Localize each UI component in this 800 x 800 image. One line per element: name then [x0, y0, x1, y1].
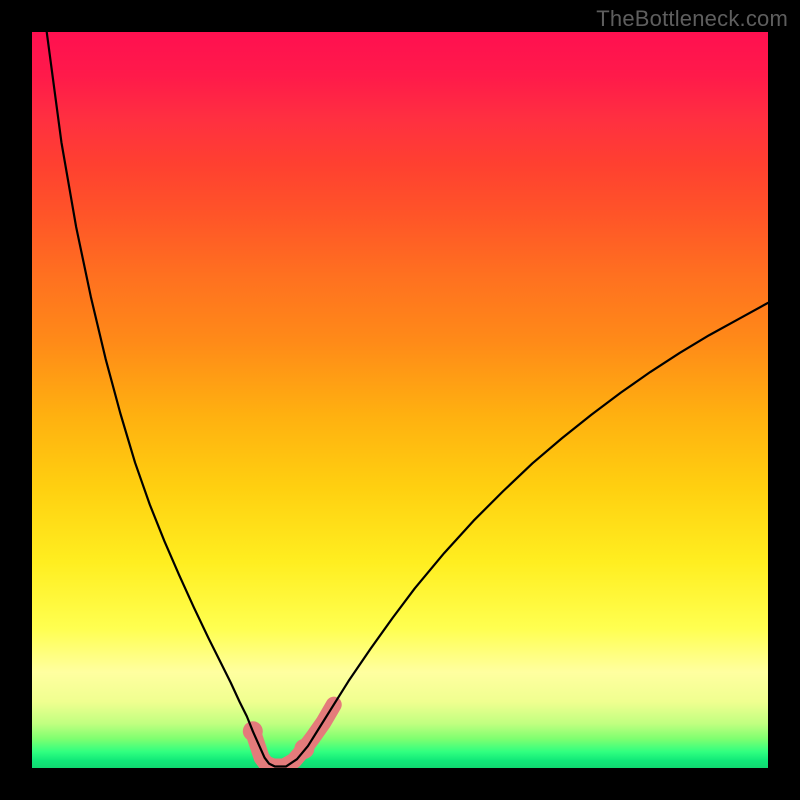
- chart-frame: TheBottleneck.com: [0, 0, 800, 800]
- gradient-background-rect: [32, 32, 768, 768]
- chart-plot: [32, 32, 768, 768]
- watermark-text: TheBottleneck.com: [596, 6, 788, 32]
